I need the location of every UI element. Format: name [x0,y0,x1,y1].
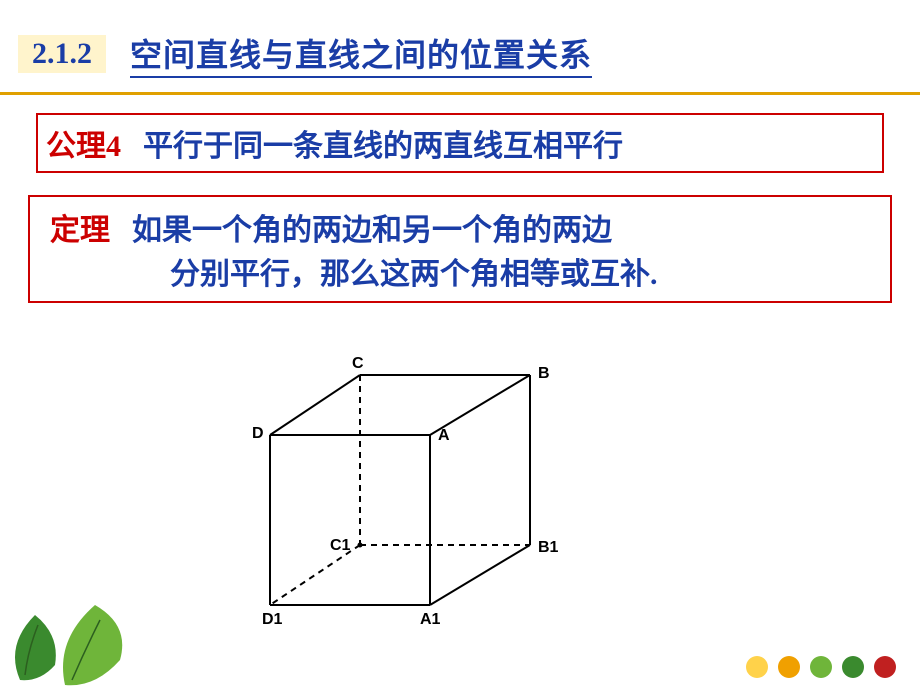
theorem-box: 定理 如果一个角的两边和另一个角的两边 分别平行，那么这两个角相等或互补. [28,195,892,303]
vertex-label-B1: B1 [538,539,558,557]
axiom-text: 平行于同一条直线的两直线互相平行 [143,121,623,165]
cube-diagram: ABCDA1B1C1D1 [260,345,600,645]
leaves-decoration [0,570,160,690]
axiom-box: 公理4 平行于同一条直线的两直线互相平行 [36,113,884,173]
vertex-label-C: C [352,355,364,373]
page-title: 空间直线与直线之间的位置关系 [130,30,592,78]
indicator-dot [746,656,768,678]
indicator-dot [874,656,896,678]
axiom-label: 公理4 [46,121,121,165]
vertex-label-C1: C1 [330,537,350,555]
divider-line [0,92,920,95]
theorem-label: 定理 [50,205,110,249]
vertex-label-A: A [438,427,450,445]
indicator-dot [778,656,800,678]
vertex-label-D: D [252,425,264,443]
indicator-dot [810,656,832,678]
cube-svg [260,345,560,635]
theorem-line2: 分别平行，那么这两个角相等或互补. [170,249,880,293]
vertex-label-B: B [538,365,550,383]
vertex-label-D1: D1 [262,611,282,629]
page-indicator-dots [746,656,896,678]
section-number: 2.1.2 [18,35,106,73]
theorem-line1: 如果一个角的两边和另一个角的两边 [132,205,612,249]
vertex-label-A1: A1 [420,611,440,629]
indicator-dot [842,656,864,678]
slide-header: 2.1.2 空间直线与直线之间的位置关系 [0,0,920,84]
